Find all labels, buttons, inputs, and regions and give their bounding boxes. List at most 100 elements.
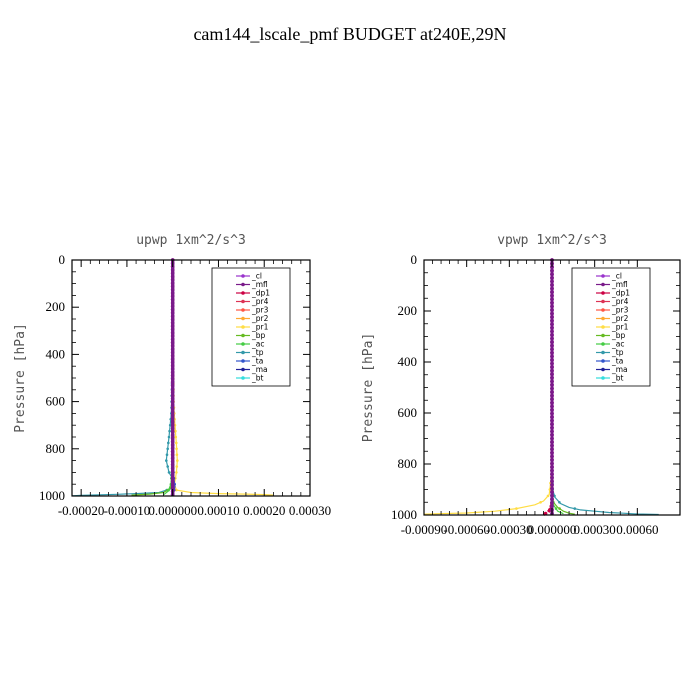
series-marker-mfl (550, 429, 554, 434)
series-marker-pr1 (515, 507, 518, 510)
legend-marker-ac (241, 342, 245, 346)
series-marker-pr1 (539, 501, 542, 504)
series-marker-mfl (550, 333, 554, 337)
series-marker-mfl (170, 281, 175, 285)
series-marker-mfl (170, 317, 175, 322)
legend-label: _cl (251, 272, 262, 281)
panel-title: vpwp 1xm^2/s^3 (497, 233, 607, 248)
y-axis-label: Pressure [hPa] (13, 323, 28, 433)
series-marker-mfl (170, 383, 175, 388)
series-marker-tp (166, 465, 169, 468)
series-marker-mfl (550, 418, 554, 423)
x-tick-label: 0.00020 (243, 503, 285, 518)
series-marker-mfl (170, 330, 175, 335)
series-marker-mfl (170, 390, 175, 395)
series-marker-mfl (550, 372, 554, 377)
series-marker-pr1 (175, 488, 178, 492)
series-marker-mfl (170, 307, 175, 312)
series-marker-mfl (550, 454, 554, 459)
legend-marker-cl (601, 274, 605, 278)
series-marker-mfl (170, 377, 175, 381)
series-marker-mfl (170, 321, 175, 325)
series-marker-mfl (550, 451, 554, 455)
y-tick-label: 600 (46, 394, 66, 409)
series-marker-mfl (550, 393, 554, 398)
series-marker-mfl (170, 297, 175, 302)
series-marker-mfl (550, 501, 554, 505)
series-marker-mfl (550, 411, 554, 416)
series-line-pr1 (423, 260, 553, 515)
legend-marker-pr1 (601, 325, 605, 329)
series-marker-mfl (550, 433, 554, 437)
series-marker-ac (554, 507, 558, 510)
series-marker-pr1 (546, 494, 550, 498)
series-marker-mfl (550, 358, 554, 362)
series-marker-pr1 (174, 429, 177, 433)
series-marker-mfl (170, 410, 175, 414)
x-tick-label: 0.00030 (574, 522, 616, 537)
legend-marker-pr4 (601, 299, 605, 304)
legend-marker-mfl (601, 282, 605, 287)
series-marker-mfl (170, 430, 175, 434)
series-marker-tp (553, 494, 556, 498)
series-marker-mfl (170, 373, 175, 378)
x-tick-label: 0.000000 (148, 503, 197, 518)
y-tick-label: 200 (46, 299, 66, 314)
series-marker-mfl (550, 293, 554, 298)
series-marker-mfl (550, 415, 554, 419)
series-marker-mfl (170, 304, 175, 309)
legend-label: _bp (611, 331, 626, 340)
series-marker-mfl (170, 413, 175, 418)
series-marker-mfl (550, 461, 554, 466)
legend-marker-bt (601, 376, 605, 380)
x-tick-label: 0.00060 (616, 522, 658, 537)
legend-marker-cl (241, 274, 245, 278)
series-marker-mfl (170, 294, 175, 299)
legend-label: _dp1 (611, 289, 630, 298)
legend-label: _dp1 (251, 289, 270, 298)
series-marker-mfl (550, 479, 554, 484)
legend-label: _pr4 (251, 297, 269, 306)
series-marker-mfl (550, 276, 554, 280)
legend-label: _bt (611, 374, 624, 383)
series-marker-pr1 (176, 459, 179, 462)
x-tick-label: 0.000000 (528, 522, 577, 537)
series-line-ac (551, 260, 564, 515)
legend-box (571, 267, 651, 387)
legend-marker-ta (601, 359, 605, 363)
series-marker-mfl (170, 436, 175, 441)
series-marker-mfl (170, 337, 175, 342)
series-marker-mfl (170, 278, 175, 282)
legend-label: _ta (611, 357, 623, 366)
legend-marker-pr2 (241, 316, 245, 321)
legend-label: _ma (251, 365, 268, 374)
series-marker-mfl (550, 465, 554, 469)
series-marker-mfl (170, 387, 175, 391)
series-marker-mfl (170, 443, 175, 447)
legend-label: _bp (251, 331, 266, 340)
series-marker-mfl (550, 447, 554, 452)
series-marker-mfl (550, 304, 554, 309)
series-marker-mfl (170, 446, 175, 451)
series-marker-pr1 (175, 453, 179, 457)
series-marker-mfl (170, 463, 175, 467)
series-marker-mfl (550, 397, 554, 402)
series-line-bp (551, 260, 575, 515)
series-marker-mfl (550, 476, 554, 480)
y-axis-label: Pressure [hPa] (361, 333, 376, 443)
legend-label: _cl (611, 272, 622, 281)
series-marker-mfl (170, 400, 175, 404)
series-marker-mfl (550, 297, 554, 302)
series-marker-mfl (170, 423, 175, 428)
series-marker-mfl (550, 472, 554, 477)
series-marker-mfl (170, 360, 175, 365)
series-marker-mfl (170, 327, 175, 332)
y-tick-label: 800 (46, 441, 66, 456)
legend-label: _ac (251, 340, 264, 349)
series-marker-mfl (550, 426, 554, 430)
legend-marker-ac (601, 342, 605, 346)
series-marker-mfl (550, 401, 554, 405)
series-marker-mfl (170, 314, 175, 319)
y-tick-label: 1000 (391, 507, 417, 522)
series-marker-mfl (170, 291, 175, 295)
